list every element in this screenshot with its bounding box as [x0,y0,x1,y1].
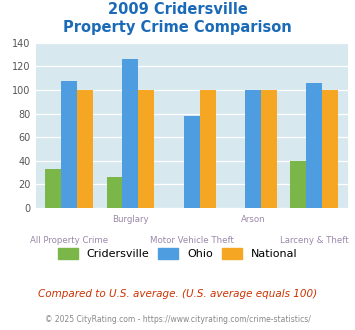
Text: Property Crime Comparison: Property Crime Comparison [63,20,292,35]
Text: Compared to U.S. average. (U.S. average equals 100): Compared to U.S. average. (U.S. average … [38,289,317,299]
Bar [138,90,154,208]
Text: 2009 Cridersville: 2009 Cridersville [108,2,247,16]
Bar [45,169,61,208]
Text: Larceny & Theft: Larceny & Theft [280,236,349,245]
Bar [245,90,261,208]
Bar [77,90,93,208]
Bar [106,177,122,208]
Text: Burglary: Burglary [112,214,149,223]
Bar [290,161,306,208]
Legend: Cridersville, Ohio, National: Cridersville, Ohio, National [53,244,302,263]
Bar [61,81,77,208]
Text: All Property Crime: All Property Crime [30,236,108,245]
Bar [200,90,215,208]
Text: Motor Vehicle Theft: Motor Vehicle Theft [150,236,234,245]
Text: © 2025 CityRating.com - https://www.cityrating.com/crime-statistics/: © 2025 CityRating.com - https://www.city… [45,315,310,324]
Bar [261,90,277,208]
Bar [306,83,322,208]
Bar [122,59,138,208]
Bar [184,116,200,208]
Text: Arson: Arson [241,214,265,223]
Bar [322,90,338,208]
